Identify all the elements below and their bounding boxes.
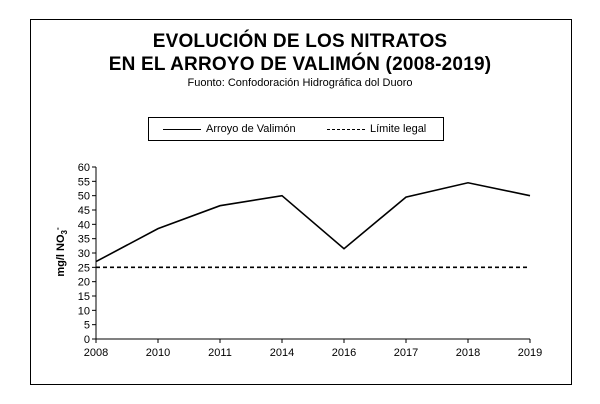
y-axis-ticks: 0 5 10 15 20 25 30 35 40 45 50 55 60 — [78, 162, 96, 346]
x-axis-ticks: 2008 2010 2011 2014 2016 2017 2018 2019 — [84, 339, 542, 359]
series-line-arroyo — [95, 181, 531, 263]
y-tick-label: 0 — [84, 334, 90, 346]
x-tick-label: 2019 — [518, 347, 542, 359]
x-tick-label: 2011 — [208, 347, 232, 359]
y-tick-label: 35 — [78, 234, 90, 246]
x-tick-label: 2014 — [270, 347, 294, 359]
x-tick-label: 2016 — [332, 347, 356, 359]
chart-axes — [95, 167, 530, 340]
legend-solid-line-swatch — [163, 128, 201, 130]
x-tick-label: 2017 — [394, 347, 418, 359]
y-tick-label: 25 — [78, 262, 90, 274]
y-tick-label: 5 — [84, 320, 90, 332]
legend-item-limite: Límite legal — [327, 123, 426, 135]
legend-item-arroyo: Arroyo de Valimón — [163, 123, 296, 135]
y-tick-label: 45 — [78, 205, 90, 217]
chart-title-line1: EVOLUCIÓN DE LOS NITRATOS — [152, 31, 448, 52]
y-tick-label: 10 — [78, 305, 90, 317]
y-axis-label: mg/l NO3- — [53, 227, 69, 277]
y-tick-label: 60 — [78, 162, 90, 174]
x-tick-label: 2008 — [84, 347, 108, 359]
y-tick-label: 20 — [78, 277, 90, 289]
legend-label-limite: Límite legal — [370, 123, 427, 135]
y-tick-label: 40 — [78, 219, 90, 231]
x-tick-label: 2018 — [456, 347, 480, 359]
chart-subtitle: Fuonto: Confodoración Hidrográfica dol D… — [187, 77, 413, 89]
y-tick-label: 50 — [78, 191, 90, 203]
chart-title-line2: EN EL ARROYO DE VALIMÓN (2008-2019) — [108, 54, 492, 75]
chart-legend: Arroyo de Valimón Límite legal — [148, 117, 444, 141]
x-tick-label: 2010 — [146, 347, 170, 359]
chart-series — [95, 181, 531, 269]
y-tick-label: 55 — [78, 176, 90, 188]
y-tick-label: 15 — [78, 291, 90, 303]
y-tick-label: 30 — [78, 248, 90, 260]
chart-frame — [30, 19, 572, 385]
legend-dashed-line-swatch — [327, 128, 365, 130]
legend-label-arroyo: Arroyo de Valimón — [206, 123, 296, 135]
